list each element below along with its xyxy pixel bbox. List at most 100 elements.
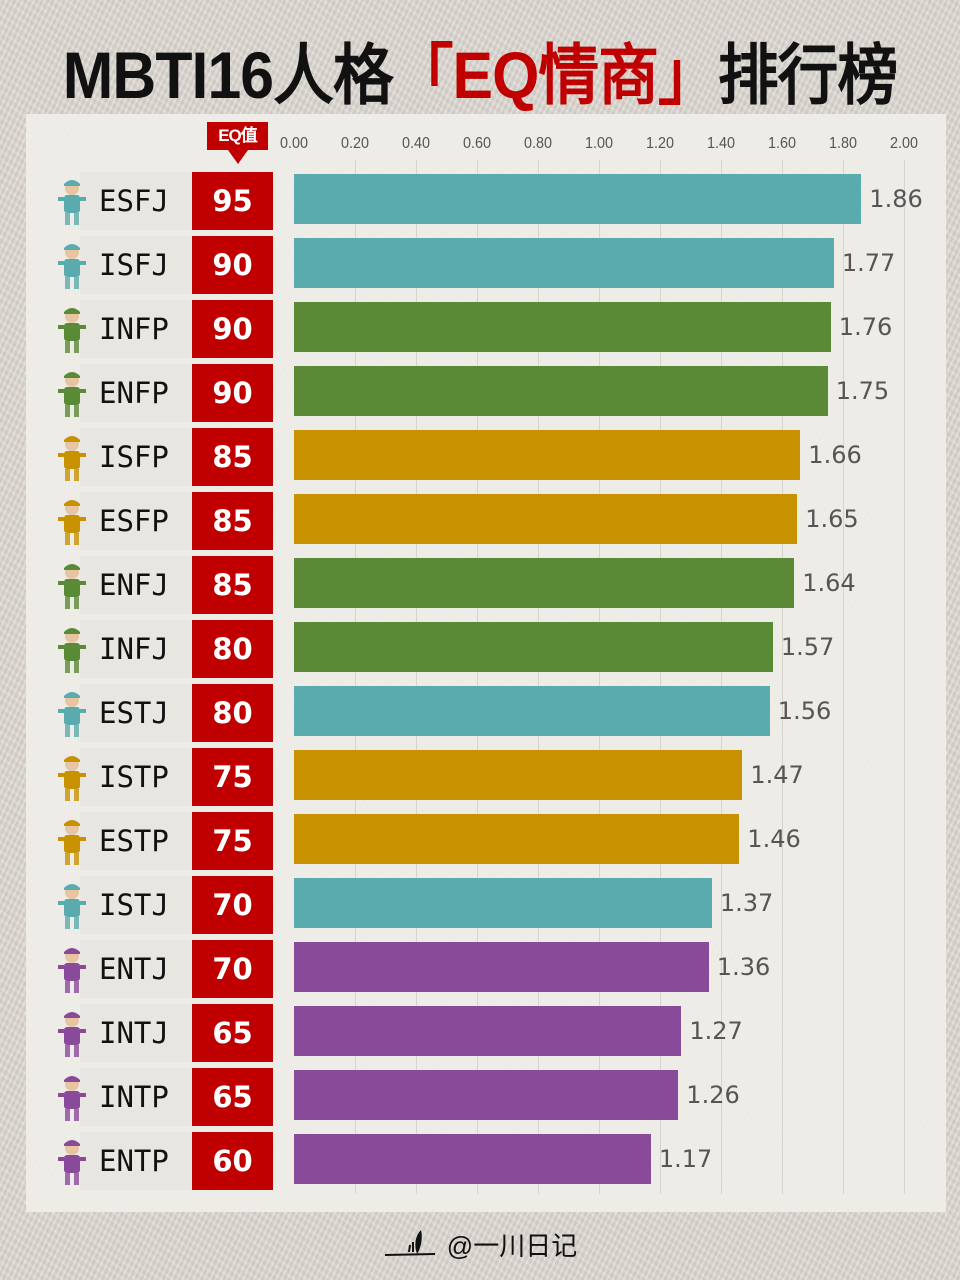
value-label: 1.37 xyxy=(719,889,774,917)
mbti-type-label: ENFJ xyxy=(99,568,169,602)
gridline xyxy=(599,160,600,1194)
gridline xyxy=(355,160,356,1194)
credit-text: @一川日记 xyxy=(446,1231,578,1261)
character-avatar-icon xyxy=(52,754,92,804)
character-avatar-icon xyxy=(52,818,92,868)
value-label: 1.17 xyxy=(658,1145,713,1173)
value-label: 1.47 xyxy=(750,761,804,789)
down-arrow-icon xyxy=(228,150,248,164)
gridline xyxy=(660,160,661,1194)
eq-score-badge: 70 xyxy=(192,940,273,998)
value-label: 1.64 xyxy=(802,569,856,597)
value-bar xyxy=(294,942,709,992)
value-label: 1.65 xyxy=(805,505,859,533)
mbti-type-label: ESFP xyxy=(99,504,169,538)
mbti-type-label: ENTP xyxy=(99,1144,169,1178)
value-label: 1.86 xyxy=(869,185,923,213)
x-tick-label: 2.00 xyxy=(889,135,919,152)
chart-row-estp: ESTP 75 1.46 xyxy=(40,812,920,870)
x-tick-label: 1.20 xyxy=(645,135,675,152)
eq-score-badge: 85 xyxy=(192,428,273,486)
feather-logo-icon xyxy=(383,1228,439,1269)
character-avatar-icon xyxy=(52,882,92,932)
eq-score-badge: 65 xyxy=(192,1004,273,1062)
eq-score-badge: 60 xyxy=(192,1132,273,1190)
title-highlight: 「EQ情商」 xyxy=(392,38,719,112)
character-avatar-icon xyxy=(52,498,92,548)
eq-score-badge: 65 xyxy=(192,1068,273,1126)
chart-row-istp: ISTP 75 1.47 xyxy=(40,748,920,806)
x-tick-label: 1.60 xyxy=(767,135,797,152)
value-bar xyxy=(294,558,795,608)
chart-row-enfj: ENFJ 85 1.64 xyxy=(40,556,920,614)
chart-row-intp: INTP 65 1.26 xyxy=(40,1068,920,1126)
chart-row-isfp: ISFP 85 1.66 xyxy=(40,428,920,486)
mbti-type-label: INTP xyxy=(99,1080,169,1114)
mbti-type-label: ESTP xyxy=(99,824,169,858)
value-label: 1.27 xyxy=(689,1017,743,1045)
gridline xyxy=(477,160,478,1194)
eq-score-badge: 75 xyxy=(192,748,273,806)
x-tick-label: 1.00 xyxy=(584,135,614,152)
mbti-type-label: ISFP xyxy=(99,440,169,474)
chart-row-esfp: ESFP 85 1.65 xyxy=(40,492,920,550)
character-avatar-icon xyxy=(52,178,92,228)
chart-row-istj: ISTJ 70 1.37 xyxy=(40,876,920,934)
mbti-type-label: ESTJ xyxy=(99,696,169,730)
value-bar xyxy=(294,686,770,736)
eq-column-tag: EQ值 xyxy=(207,122,268,150)
eq-score-badge: 90 xyxy=(192,300,273,358)
x-tick-label: 0.00 xyxy=(279,135,309,152)
value-label: 1.77 xyxy=(841,249,896,277)
character-avatar-icon xyxy=(52,1010,92,1060)
chart-row-entp: ENTP 60 1.17 xyxy=(40,1132,920,1190)
eq-score-badge: 80 xyxy=(192,620,273,678)
eq-score-badge: 85 xyxy=(192,556,273,614)
value-bar xyxy=(294,1070,679,1120)
chart-row-enfp: ENFP 90 1.75 xyxy=(40,364,920,422)
chart-row-infp: INFP 90 1.76 xyxy=(40,300,920,358)
value-bar xyxy=(294,750,743,800)
mbti-type-label: ISFJ xyxy=(99,248,169,282)
value-bar xyxy=(294,878,712,928)
gridline xyxy=(416,160,417,1194)
mbti-type-label: ESFJ xyxy=(99,184,169,218)
x-tick-label: 1.80 xyxy=(828,135,858,152)
x-tick-label: 0.20 xyxy=(340,135,370,152)
value-label: 1.66 xyxy=(808,441,862,469)
value-bar xyxy=(294,1134,651,1184)
character-avatar-icon xyxy=(52,946,92,996)
value-bar xyxy=(294,174,862,224)
value-bar xyxy=(294,366,828,416)
value-bar xyxy=(294,430,801,480)
page-title: MBTI16人格「EQ情商」排行榜 xyxy=(38,30,921,120)
x-tick-label: 1.40 xyxy=(706,135,736,152)
character-avatar-icon xyxy=(52,562,92,612)
character-avatar-icon xyxy=(52,690,92,740)
value-bar xyxy=(294,238,834,288)
value-label: 1.75 xyxy=(835,377,890,405)
value-label: 1.76 xyxy=(838,313,893,341)
x-tick-label: 0.40 xyxy=(401,135,431,152)
mbti-type-label: INFP xyxy=(99,312,169,346)
mbti-type-label: ENFP xyxy=(99,376,169,410)
chart-row-esfj: ESFJ 95 1.86 xyxy=(40,172,923,230)
eq-score-badge: 80 xyxy=(192,684,273,742)
title-suffix: 排行榜 xyxy=(717,38,898,112)
chart-row-estj: ESTJ 80 1.56 xyxy=(40,684,920,742)
character-avatar-icon xyxy=(52,306,92,356)
mbti-type-label: INFJ xyxy=(99,632,169,666)
character-avatar-icon xyxy=(52,626,92,676)
mbti-type-label: INTJ xyxy=(99,1016,169,1050)
value-bar xyxy=(294,302,831,352)
mbti-type-label: ENTJ xyxy=(99,952,169,986)
gridline xyxy=(782,160,783,1194)
value-bar xyxy=(294,814,740,864)
value-bar xyxy=(294,494,798,544)
value-bar xyxy=(294,622,773,672)
chart-row-intj: INTJ 65 1.27 xyxy=(40,1004,920,1062)
character-avatar-icon xyxy=(52,434,92,484)
chart-row-isfj: ISFJ 90 1.77 xyxy=(40,236,920,294)
chart-row-entj: ENTJ 70 1.36 xyxy=(40,940,920,998)
title-prefix: MBTI16人格 xyxy=(62,38,394,112)
